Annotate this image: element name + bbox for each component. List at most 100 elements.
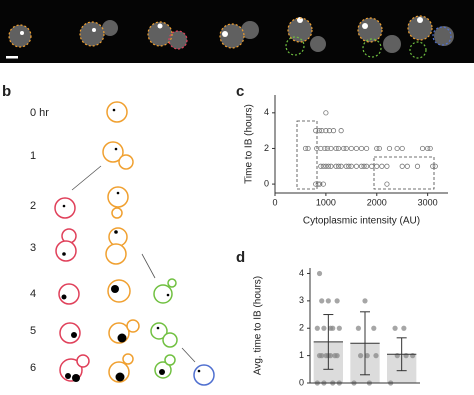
point: [333, 145, 339, 152]
point: [343, 145, 349, 152]
point: [323, 110, 329, 116]
point: [302, 145, 309, 152]
point: [376, 145, 382, 152]
point: [317, 181, 323, 187]
y-tick-label: 0: [264, 178, 269, 188]
point: [318, 163, 324, 169]
point: [358, 145, 365, 152]
data-point: [401, 325, 407, 331]
point: [361, 163, 367, 169]
point: [399, 163, 405, 169]
row-label: 3: [30, 242, 36, 254]
point: [328, 145, 334, 152]
point: [430, 163, 436, 169]
data-point: [358, 353, 364, 359]
y-tick-label: 0: [299, 377, 304, 387]
y-tick-label: 2: [299, 323, 304, 333]
point: [358, 163, 365, 169]
data-point: [336, 325, 342, 331]
point: [374, 145, 380, 152]
data-point: [355, 325, 361, 331]
point: [419, 145, 426, 152]
row-label: 2: [30, 200, 36, 212]
data-point: [332, 353, 338, 359]
data-point: [323, 353, 329, 359]
y-tick-label: 4: [264, 107, 269, 117]
point: [363, 145, 370, 152]
x-tick-label: 3000: [418, 197, 438, 207]
y-tick-label: 4: [299, 268, 304, 278]
point: [320, 181, 326, 187]
lineage-diagram: 0 hr 1 2 3 4 5 6: [30, 101, 215, 386]
panel-label: d: [236, 249, 245, 266]
data-point: [373, 353, 379, 359]
point: [323, 128, 329, 134]
highlight-boxes: [296, 120, 435, 190]
point: [394, 145, 400, 152]
point: [374, 163, 380, 169]
panel-a: [0, 0, 474, 63]
point: [348, 145, 354, 152]
point: [316, 128, 322, 134]
point: [324, 145, 331, 152]
y-axis-label: Time to IB (hours): [244, 104, 255, 184]
data-point: [325, 298, 331, 304]
data-point: [371, 325, 377, 331]
point: [341, 145, 347, 152]
point: [379, 163, 385, 169]
row-label: 0 hr: [30, 107, 49, 119]
point: [363, 163, 370, 169]
x-axis-label: Cytoplasmic intensity (AU): [303, 216, 420, 227]
y-tick-label: 2: [264, 143, 269, 153]
y-tick-label: 3: [299, 295, 304, 305]
point: [353, 163, 360, 169]
point: [333, 163, 339, 169]
data-point: [316, 270, 323, 277]
data-point: [321, 325, 327, 331]
point: [325, 163, 332, 169]
y-axis-label: Avg. time to IB (hours): [253, 276, 264, 375]
point: [346, 163, 352, 169]
panel-label: b: [2, 83, 11, 100]
point: [399, 145, 405, 152]
point: [338, 163, 344, 169]
point: [315, 181, 321, 187]
point: [432, 163, 438, 169]
data-point: [316, 353, 323, 359]
x-tick-label: 2000: [367, 197, 387, 207]
data-point: [327, 325, 334, 331]
data-point: [392, 325, 398, 331]
point: [353, 145, 360, 152]
row-label: 4: [30, 288, 36, 300]
point: [313, 128, 319, 134]
data-point: [362, 298, 368, 304]
point: [320, 163, 326, 169]
point: [328, 163, 334, 169]
point: [343, 163, 349, 169]
point: [414, 163, 421, 169]
point: [348, 163, 354, 169]
point: [427, 145, 433, 152]
point: [384, 181, 390, 187]
point: [338, 128, 344, 134]
point: [305, 145, 311, 152]
x-tick-label: 0: [272, 197, 277, 207]
point: [330, 128, 337, 134]
row-label: 1: [30, 150, 36, 162]
point: [369, 163, 375, 169]
point: [336, 145, 342, 152]
point: [336, 163, 342, 169]
point: [404, 163, 410, 169]
y-tick-label: 1: [299, 350, 304, 360]
data-point: [364, 353, 370, 359]
panel-label: c: [236, 83, 244, 100]
point: [323, 163, 329, 169]
point: [386, 145, 393, 152]
data-point: [334, 298, 340, 304]
data-point: [319, 298, 325, 304]
point: [322, 145, 328, 152]
point: [384, 163, 390, 169]
x-tick-label: 1000: [316, 197, 336, 207]
data-point: [314, 325, 320, 331]
